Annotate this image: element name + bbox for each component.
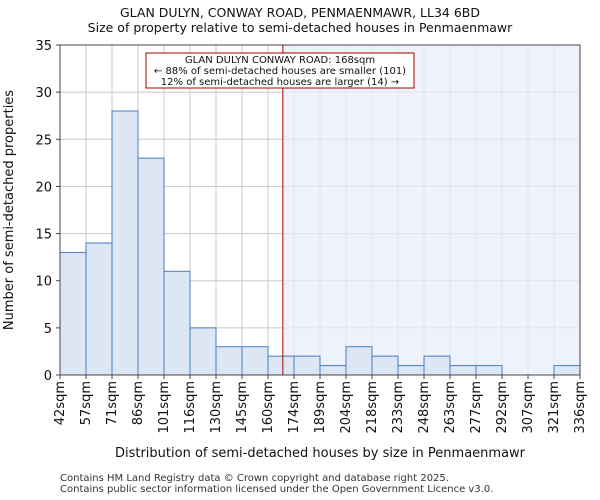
bar (371, 355, 399, 376)
x-tick-label: 248sqm (417, 381, 432, 434)
bar (293, 355, 321, 376)
histogram-chart: 0 5 10 15 20 25 30 35 42sqm 57sqm 71sqm 86sqm 101sq… (2, 39, 588, 461)
bar (319, 365, 347, 376)
x-tick-label: 189sqm (313, 381, 328, 434)
footer-line-1: Contains HM Land Registry data © Crown c… (60, 473, 449, 484)
y-tick-label: 10 (35, 275, 52, 290)
bar (397, 365, 425, 376)
x-tick-label: 71sqm (105, 381, 120, 425)
annotation-box (145, 52, 415, 89)
bar (163, 270, 191, 376)
x-tick-label: 42sqm (53, 381, 68, 425)
bar (449, 365, 477, 376)
bar (59, 251, 87, 376)
bar (475, 365, 503, 376)
x-tick-label: 233sqm (391, 381, 406, 434)
footer-line-2: Contains public sector information licen… (60, 484, 494, 495)
bars (59, 110, 581, 376)
page-title: GLAN DULYN, CONWAY ROAD, PENMAENMAWR, LL… (119, 5, 480, 20)
bar (423, 355, 451, 376)
bar (189, 327, 217, 376)
annotation-line-1: GLAN DULYN CONWAY ROAD: 168sqm (185, 55, 375, 66)
y-tick-label: 0 (44, 369, 52, 384)
annotation-line-2: ← 88% of semi-detached houses are smalle… (154, 66, 406, 77)
y-axis-label: Number of semi-detached properties (2, 90, 17, 330)
x-tick-label: 86sqm (131, 381, 146, 425)
x-tick-label: 277sqm (469, 381, 484, 434)
y-tick-label: 5 (44, 322, 52, 337)
x-tick-label: 57sqm (79, 381, 94, 425)
larger-region-shade (282, 45, 580, 375)
x-tick-label: 130sqm (209, 381, 224, 434)
x-tick-label: 321sqm (547, 381, 562, 434)
x-tick-labels: 42sqm 57sqm 71sqm 86sqm 101sqm 116sqm 130sqm 14… (53, 375, 588, 434)
bar (267, 355, 295, 376)
x-tick-label: 116sqm (183, 381, 198, 434)
y-tick-label: 35 (35, 39, 52, 54)
x-axis-label: Distribution of semi-detached houses by … (115, 446, 526, 461)
bar (85, 242, 113, 376)
chart-subtitle: Size of property relative to semi-detach… (87, 20, 513, 35)
bar (215, 346, 243, 376)
y-tick-label: 30 (35, 86, 52, 101)
x-tick-label: 263sqm (443, 381, 458, 434)
x-tick-label: 145sqm (235, 381, 250, 434)
y-tick-label: 25 (35, 133, 52, 148)
x-tick-label: 204sqm (339, 381, 354, 434)
x-tick-label: 101sqm (157, 381, 172, 434)
y-tick-label: 15 (35, 228, 52, 243)
x-tick-label: 336sqm (573, 381, 588, 434)
bar (111, 110, 139, 376)
x-tick-label: 218sqm (365, 381, 380, 434)
bar (241, 346, 269, 376)
bar (137, 157, 165, 376)
x-tick-label: 174sqm (287, 381, 302, 434)
x-tick-label: 307sqm (521, 381, 536, 434)
bar (553, 365, 581, 376)
bar (345, 346, 373, 376)
y-tick-label: 20 (35, 180, 52, 195)
x-tick-label: 160sqm (261, 381, 276, 434)
annotation-line-3: 12% of semi-detached houses are larger (… (161, 77, 399, 88)
x-tick-label: 292sqm (495, 381, 510, 434)
y-tick-labels: 0 5 10 15 20 25 30 35 (35, 39, 60, 384)
